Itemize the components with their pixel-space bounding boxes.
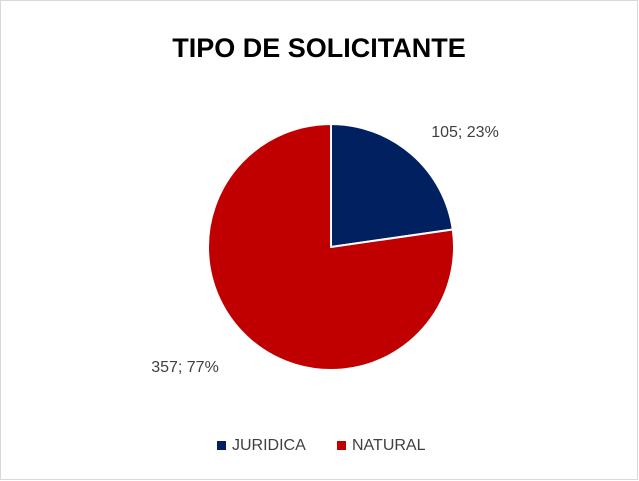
chart-title: TIPO DE SOLICITANTE: [172, 33, 466, 63]
pie-slice: [330, 122, 454, 249]
legend-label: NATURAL: [352, 437, 426, 454]
legend-swatch: [337, 441, 346, 450]
pie-slice: [207, 122, 455, 371]
legend-swatch: [217, 441, 226, 450]
data-label: 105; 23%: [431, 124, 499, 141]
data-label: 357; 77%: [151, 359, 219, 376]
legend-label: JURIDICA: [232, 437, 306, 454]
